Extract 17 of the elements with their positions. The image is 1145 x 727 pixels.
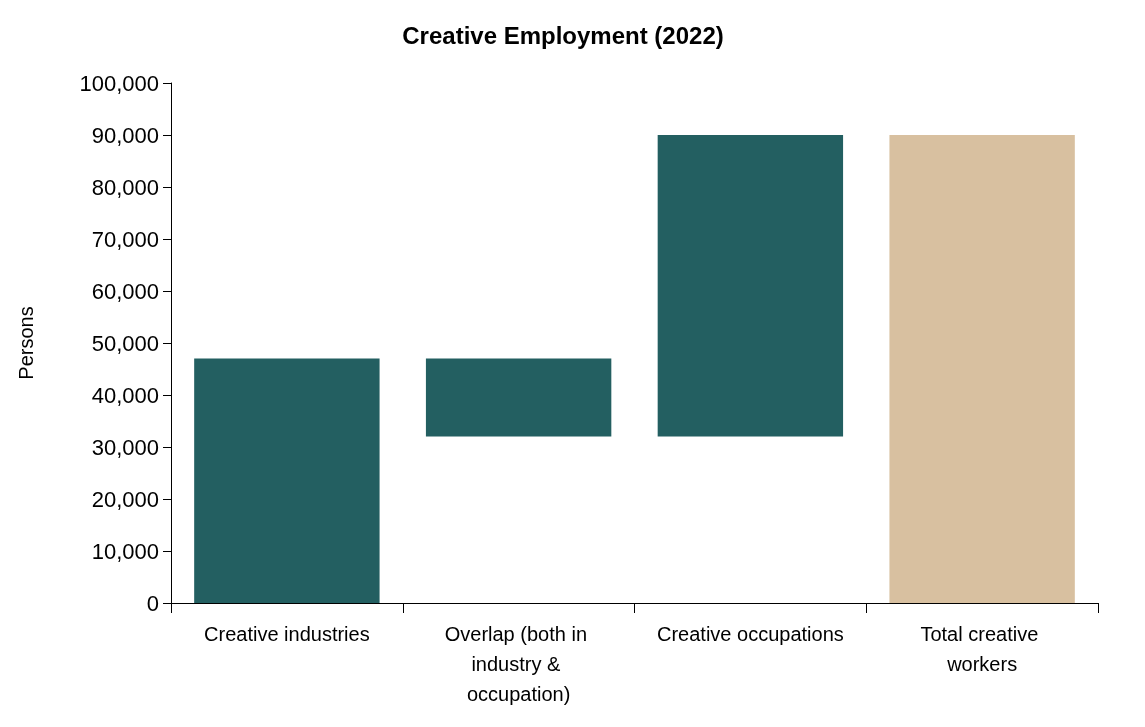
y-tick-label: 40,000 — [91, 382, 159, 408]
x-tick-label: Overlap (both in industry & occupation) — [444, 623, 593, 705]
y-tick-label: 50,000 — [91, 330, 159, 356]
y-tick-label: 80,000 — [91, 174, 159, 200]
y-tick-label: 60,000 — [91, 278, 159, 304]
y-tick-label: 0 — [146, 590, 159, 616]
x-tick-label: Creative industries — [204, 623, 370, 645]
x-tick-label: Creative occupations — [656, 623, 844, 645]
y-tick-label: 20,000 — [91, 486, 159, 512]
y-tick-label: 100,000 — [79, 70, 159, 96]
y-tick-label: 90,000 — [91, 122, 159, 148]
y-axis-title: Persons — [15, 306, 37, 380]
chart-title: Creative Employment (2022) — [402, 21, 724, 49]
y-tick-label: 70,000 — [91, 226, 159, 252]
x-tick-label: Total creative workers — [920, 623, 1044, 675]
y-tick-label: 10,000 — [91, 538, 159, 564]
y-tick-label: 30,000 — [91, 434, 159, 460]
